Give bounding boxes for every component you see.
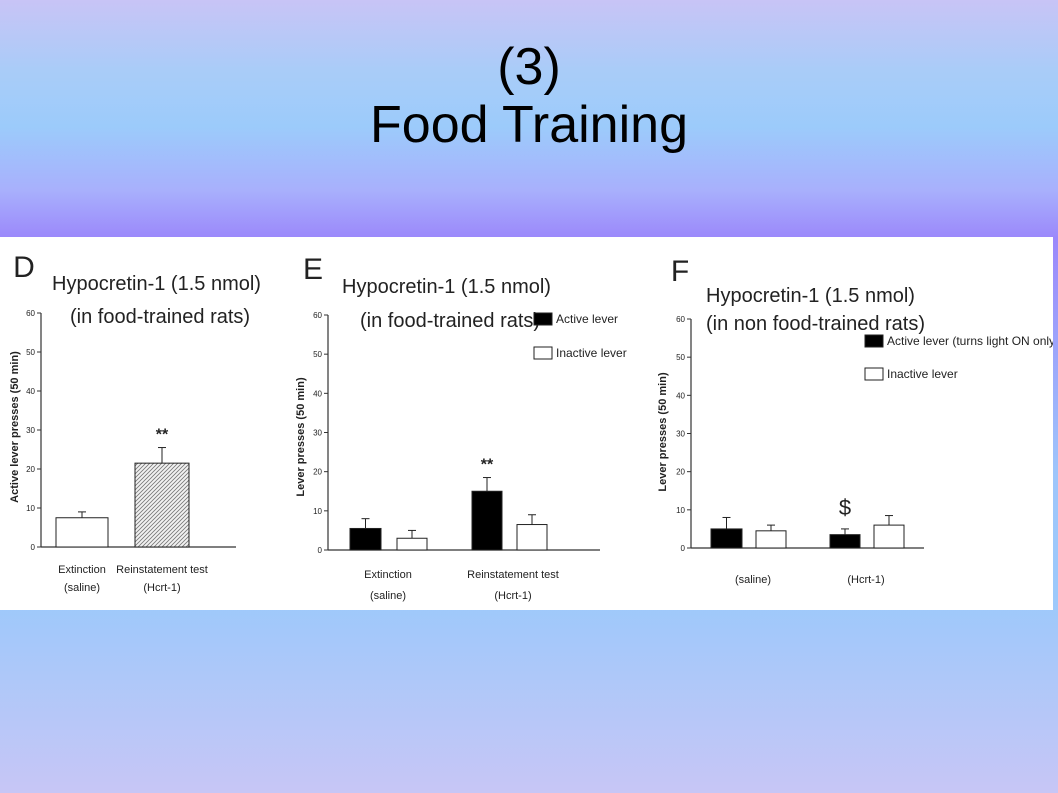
legend-swatch: [533, 346, 553, 360]
legend-swatch: [533, 312, 553, 326]
y-tick-label: 0: [31, 543, 36, 552]
chart-subtitle: (in non food-trained rats): [706, 313, 925, 335]
bar: [710, 528, 743, 549]
bar: [134, 462, 190, 548]
figure-panel: D Hypocretin-1 (1.5 nmol) (in food-trained…: [0, 237, 1053, 610]
y-tick-label: 10: [313, 507, 322, 516]
bar: [471, 490, 503, 551]
chart-title: Hypocretin-1 (1.5 nmol): [342, 276, 551, 298]
panel-letter: D: [13, 251, 35, 284]
chart-panel-d: D Hypocretin-1 (1.5 nmol) (in food-trained…: [9, 251, 261, 594]
y-tick-label: 20: [676, 468, 685, 477]
y-tick-label: 50: [26, 348, 35, 357]
x-category-label: Reinstatement test: [116, 564, 208, 576]
x-category-sublabel: (saline): [370, 590, 406, 602]
y-tick-label: 30: [676, 430, 685, 439]
legend-swatch: [864, 334, 884, 348]
significance-marker: $: [839, 495, 851, 520]
chart-subtitle: (in food-trained rats): [70, 306, 250, 328]
x-category-label: (Hcrt-1): [847, 574, 884, 586]
significance-marker: **: [481, 457, 494, 474]
x-category-label: Reinstatement test: [467, 569, 559, 581]
y-tick-label: 30: [313, 429, 322, 438]
y-tick-label: 20: [313, 468, 322, 477]
x-category-sublabel: (Hcrt-1): [143, 582, 180, 594]
y-tick-label: 30: [26, 426, 35, 435]
y-tick-label: 50: [676, 353, 685, 362]
y-tick-label: 40: [313, 389, 322, 398]
y-tick-label: 10: [26, 504, 35, 513]
y-tick-label: 0: [681, 544, 686, 553]
y-tick-label: 60: [313, 311, 322, 320]
bar: [55, 517, 109, 548]
y-tick-label: 10: [676, 506, 685, 515]
legend-label: Inactive lever: [556, 346, 627, 360]
legend-label: Active lever (turns light ON only): [887, 334, 1053, 348]
x-category-sublabel: (Hcrt-1): [494, 590, 531, 602]
y-tick-label: 60: [26, 309, 35, 318]
x-category-label: Extinction: [58, 564, 106, 576]
bar: [755, 530, 787, 549]
y-tick-label: 0: [318, 546, 323, 555]
chart-title: Hypocretin-1 (1.5 nmol): [52, 273, 261, 295]
y-tick-label: 20: [26, 465, 35, 474]
figure-svg: D Hypocretin-1 (1.5 nmol) (in food-trained…: [9, 251, 1053, 602]
legend-label: Active lever: [556, 312, 618, 326]
bar: [829, 534, 861, 549]
y-axis-label: Lever presses (50 min): [657, 372, 669, 492]
y-axis-label: Lever presses (50 min): [295, 377, 307, 497]
chart-subtitle: (in food-trained rats): [360, 310, 540, 332]
chart-panel-f: F Hypocretin-1 (1.5 nmol) (in non food-tra…: [657, 255, 1053, 586]
chart-title: Hypocretin-1 (1.5 nmol): [706, 285, 915, 307]
bar: [349, 527, 382, 551]
y-tick-label: 40: [676, 391, 685, 400]
panel-letter: E: [303, 253, 323, 286]
slide-title: (3) Food Training: [0, 38, 1058, 154]
legend-label: Inactive lever: [887, 367, 958, 381]
x-category-sublabel: (saline): [64, 582, 100, 594]
y-axis-label: Active lever presses (50 min): [9, 351, 21, 503]
y-tick-label: 60: [676, 315, 685, 324]
chart-panel-e: E Hypocretin-1 (1.5 nmol) (in food-trained…: [295, 253, 627, 602]
y-tick-label: 50: [313, 350, 322, 359]
y-tick-label: 40: [26, 387, 35, 396]
slide-title-line1: (3): [497, 38, 561, 96]
bar: [873, 524, 905, 549]
bar: [516, 524, 548, 551]
x-category-label: Extinction: [364, 569, 412, 581]
significance-marker: **: [156, 427, 169, 444]
legend-swatch: [864, 367, 884, 381]
slide-title-line2: Food Training: [370, 96, 688, 154]
bar: [396, 537, 428, 551]
x-category-label: (saline): [735, 574, 771, 586]
panel-letter: F: [671, 255, 689, 288]
